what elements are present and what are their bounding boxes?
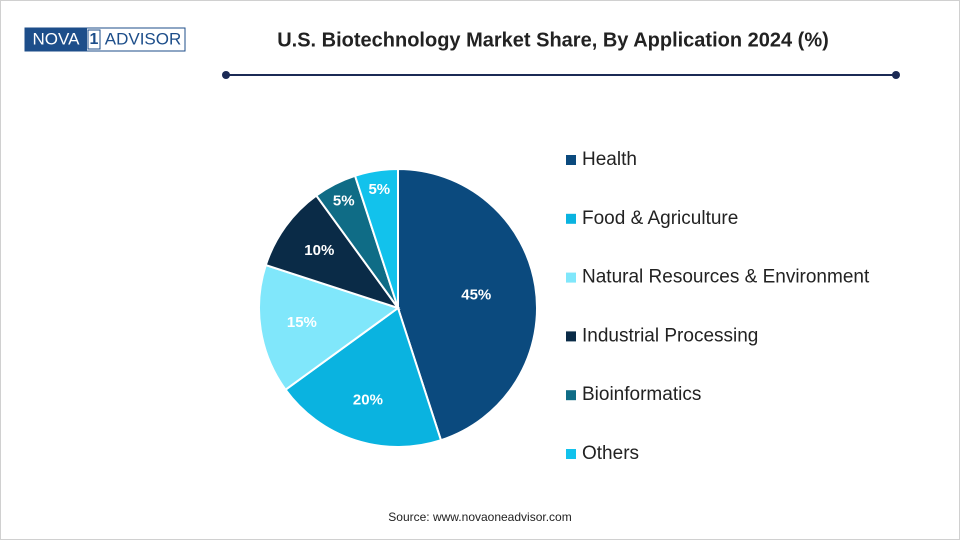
legend-label: Natural Resources & Environment [582, 267, 870, 288]
legend-swatch [566, 272, 576, 283]
legend-swatch [566, 213, 576, 224]
logo-right: ADVISOR [105, 29, 182, 48]
logo-left: NOVA [33, 29, 81, 48]
logo-left-bg [25, 28, 87, 51]
source: Source: www.novaoneadvisor.com [388, 510, 571, 524]
chart-title: U.S. Biotechnology Market Share, By Appl… [277, 29, 829, 51]
data-label: 15% [287, 314, 317, 331]
legend-label: Others [582, 443, 639, 464]
rule-dot [892, 71, 900, 79]
data-label: 20% [353, 392, 383, 409]
logo: NOVA 1 ADVISOR [24, 27, 186, 52]
legend-label: Bioinformatics [582, 384, 701, 405]
legend-swatch [566, 331, 576, 342]
legend-swatch [566, 449, 576, 459]
data-label: 5% [368, 181, 390, 198]
pie-slice [258, 263, 401, 392]
legend-label: Food & Agriculture [582, 208, 738, 229]
legend-label: Health [582, 149, 637, 170]
rule-dot [222, 71, 230, 79]
data-label: 45% [461, 287, 491, 304]
legend-swatch [566, 155, 576, 165]
pie-slice [284, 306, 443, 448]
data-label: 5% [333, 192, 355, 209]
legend-label: Industrial Processing [582, 325, 758, 346]
pie-slice [353, 167, 399, 309]
logo-mark: 1 [90, 31, 99, 48]
data-label: 10% [304, 242, 334, 259]
legend-swatch [566, 390, 576, 401]
logo-mark-box [87, 29, 101, 50]
pie-slice [264, 194, 401, 310]
pie-slice [397, 167, 538, 442]
